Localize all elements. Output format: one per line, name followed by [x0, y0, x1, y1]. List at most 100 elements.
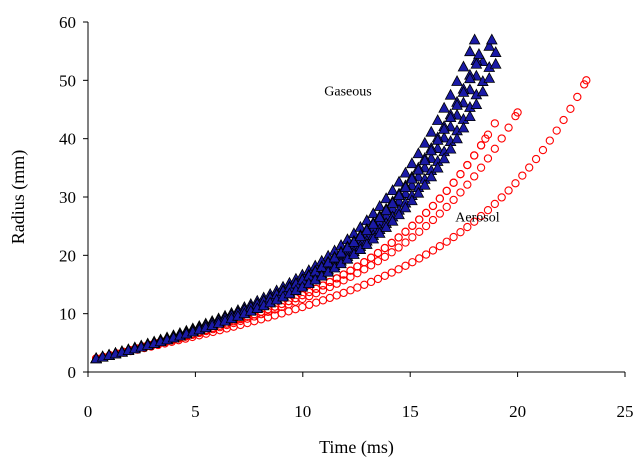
aerosol-point [387, 248, 396, 257]
aerosol-point [483, 206, 493, 215]
aerosol-point [401, 227, 410, 236]
x-tick-label: 25 [617, 402, 634, 421]
aerosol-point [366, 261, 376, 270]
aerosol-point [421, 208, 431, 218]
gaseous-point [425, 144, 438, 156]
gaseous-point [444, 142, 457, 154]
aerosol-point [421, 250, 431, 259]
aerosol-point [408, 258, 417, 267]
x-tick-label: 10 [294, 402, 311, 421]
aerosol-point [559, 115, 568, 125]
aerosol-point [476, 211, 486, 221]
aerosol-point [373, 248, 383, 258]
gaseous-point [367, 217, 380, 229]
gaseous-point [418, 154, 431, 166]
aerosol-point [394, 233, 403, 242]
aerosol-point [380, 271, 390, 280]
aerosol-point [360, 265, 369, 274]
gaseous-point [386, 214, 399, 226]
aerosol-point [573, 92, 582, 102]
axes [87, 22, 625, 373]
gaseous-point [457, 85, 470, 97]
gaseous-point [425, 170, 438, 182]
aerosol-point [428, 215, 438, 225]
aerosol-point [311, 298, 321, 307]
aerosol-point [394, 243, 403, 252]
aerosol-point [421, 221, 431, 231]
gaseous-point [431, 133, 444, 145]
aerosol-point [401, 238, 410, 247]
aerosol-point [380, 243, 390, 253]
x-tick-label: 0 [84, 402, 93, 421]
series-gaseous [90, 33, 502, 364]
y-tick-label: 20 [59, 246, 76, 265]
aerosol-point [470, 151, 479, 160]
gaseous-point [431, 114, 444, 125]
gaseous-point [464, 72, 476, 84]
gaseous-point [412, 186, 425, 198]
chart-marks [90, 33, 591, 364]
aerosol-point [353, 283, 362, 292]
gaseous-point [470, 57, 483, 69]
x-tick-label: 20 [509, 402, 526, 421]
gaseous-point [444, 88, 457, 100]
gaseous-point [431, 161, 444, 173]
aerosol-point [318, 296, 328, 305]
aerosol-point [442, 186, 451, 196]
y-tick-label: 30 [59, 188, 76, 207]
aerosol-point [513, 108, 522, 117]
aerosol-point [490, 119, 499, 128]
gaseous-point [451, 132, 463, 144]
gaseous-point [406, 157, 418, 169]
gaseous-point [335, 246, 347, 258]
y-tick-label: 0 [68, 363, 77, 382]
aerosol-point [373, 257, 383, 266]
gaseous-point [380, 204, 393, 216]
aerosol-point [476, 141, 486, 150]
gaseous-point [425, 125, 438, 137]
aerosol-point [332, 274, 341, 283]
gaseous-point [399, 181, 412, 193]
aerosol-point [456, 188, 465, 197]
aerosol-point [387, 238, 396, 248]
aerosol-point [435, 242, 444, 251]
aerosol-point [380, 252, 390, 261]
aerosol-point [580, 80, 589, 89]
y-tick-label: 60 [59, 13, 76, 32]
aerosol-point [250, 317, 259, 326]
aerosol-point [284, 307, 293, 316]
x-tick-label: 15 [402, 402, 419, 421]
aerosol-point [366, 277, 376, 287]
gaseous-point [444, 111, 457, 123]
ticks: 0 5 10 15 20 25 0 10 20 30 40 50 60 [59, 13, 634, 421]
aerosol-point [481, 134, 490, 143]
aerosol-point [497, 134, 506, 143]
gaseous-point [399, 201, 412, 213]
y-tick-label: 50 [59, 71, 76, 90]
aerosol-point [428, 201, 438, 211]
gaseous-point [373, 211, 386, 223]
aerosol-point [339, 270, 348, 279]
aerosol-point [346, 286, 355, 295]
aerosol-point [325, 277, 335, 287]
gaseous-point [468, 33, 481, 45]
aerosol-point [490, 199, 499, 209]
aerosol-point [298, 291, 307, 300]
gaseous-point [406, 172, 418, 184]
aerosol-point [582, 76, 591, 85]
aerosol-point [415, 254, 424, 263]
gaseous-point [393, 175, 405, 187]
gaseous-point [373, 226, 386, 238]
aerosol-point [325, 293, 335, 303]
aerosol-point [435, 209, 444, 218]
gaseous-point [348, 235, 360, 247]
aerosol-point [387, 268, 396, 277]
gaseous-point [399, 166, 412, 178]
aerosol-point [263, 313, 273, 322]
gaseous-point [470, 98, 483, 109]
aerosol-point [504, 123, 513, 132]
aerosol-point [339, 288, 348, 298]
gaseous-point [412, 163, 425, 175]
aerosol-point [373, 274, 383, 284]
